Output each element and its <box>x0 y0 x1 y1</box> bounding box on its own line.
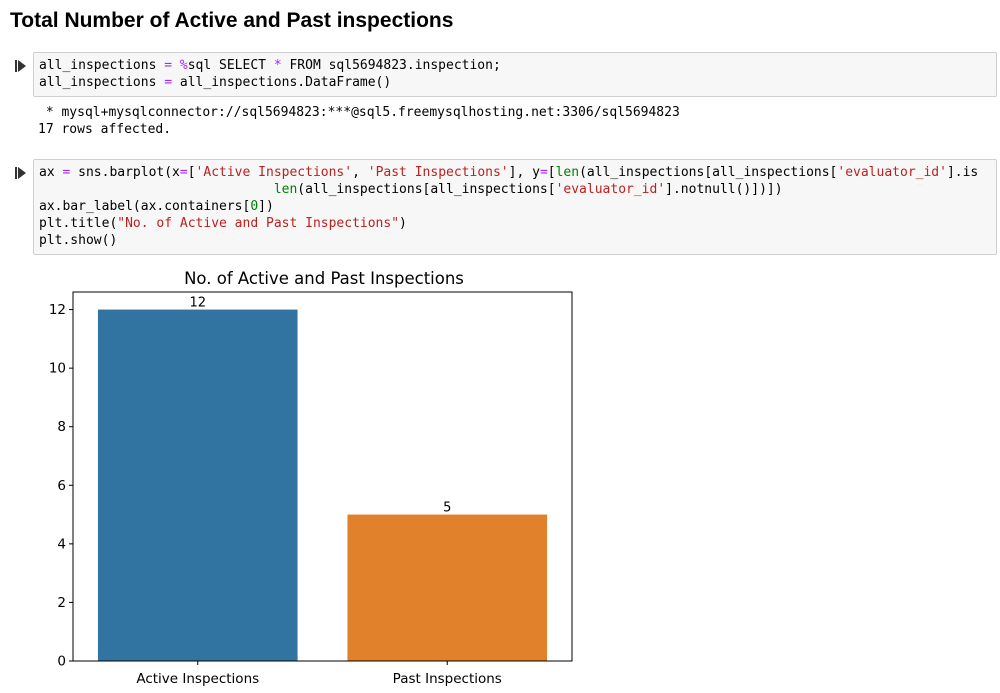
x-tick-label: Past Inspections <box>393 671 502 687</box>
output-line-2: 17 rows affected. <box>38 122 172 137</box>
bar-past-inspections <box>347 514 548 661</box>
y-tick-label: 12 <box>49 302 66 318</box>
code-cell-1-input[interactable]: all_inspections = %sql SELECT * FROM sql… <box>33 52 997 97</box>
bar-data-label: 5 <box>443 501 451 516</box>
output-line-1: * mysql+mysqlconnector://sql5694823:***@… <box>38 105 680 120</box>
y-tick-label: 0 <box>57 654 66 670</box>
y-tick-label: 8 <box>57 419 66 435</box>
code-cell-2-line-4: plt.title("No. of Active and Past Inspec… <box>39 216 407 231</box>
code-cell-2-line-3: ax.bar_label(ax.containers[0]) <box>39 199 274 214</box>
bar-chart: No. of Active and Past Inspections 12 5 0… <box>49 269 573 687</box>
y-tick-label: 10 <box>49 361 66 377</box>
y-tick-label: 6 <box>57 478 66 494</box>
bar-active-inspections <box>97 309 298 661</box>
notebook-heading: Total Number of Active and Past inspecti… <box>10 9 454 32</box>
y-tick-label: 2 <box>57 595 66 611</box>
chart-title: No. of Active and Past Inspections <box>184 269 464 288</box>
y-tick-label: 4 <box>57 536 66 552</box>
axes-frame <box>72 291 573 662</box>
code-cell-2-line-2: len(all_inspections[all_inspections['eva… <box>273 182 783 197</box>
run-cell-2-icon[interactable] <box>15 166 29 180</box>
bar-data-label: 12 <box>189 296 206 311</box>
code-cell-1-line-1: all_inspections = %sql SELECT * FROM sql… <box>39 58 501 73</box>
code-cell-1-output: * mysql+mysqlconnector://sql5694823:***@… <box>38 104 680 138</box>
run-cell-1-icon[interactable] <box>15 59 29 73</box>
code-cell-2-line-5: plt.show() <box>39 233 118 248</box>
code-cell-1-line-2: all_inspections = all_inspections.DataFr… <box>39 75 392 90</box>
code-cell-2-input[interactable]: ax = sns.barplot(x=['Active Inspections'… <box>33 159 997 255</box>
x-tick-label: Active Inspections <box>136 671 259 687</box>
code-cell-2-line-1: ax = sns.barplot(x=['Active Inspections'… <box>39 165 979 180</box>
